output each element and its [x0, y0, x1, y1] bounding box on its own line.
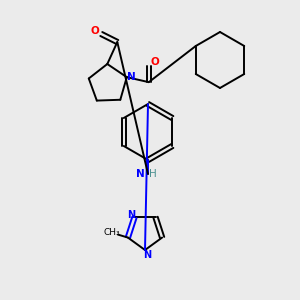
Text: CH₃: CH₃ [103, 228, 120, 237]
Text: N: N [143, 250, 151, 260]
Text: N: N [128, 72, 136, 82]
Text: N: N [128, 210, 136, 220]
Text: O: O [150, 57, 159, 67]
Text: N: N [136, 169, 144, 179]
Text: H: H [149, 169, 157, 179]
Text: O: O [91, 26, 100, 36]
